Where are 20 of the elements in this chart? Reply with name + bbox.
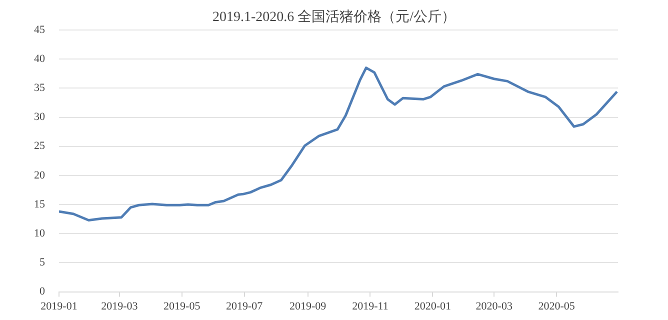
x-tick-label: 2019-07 [226, 300, 264, 312]
x-tick-label: 2019-03 [101, 300, 138, 312]
x-tick-label: 2020-05 [538, 300, 576, 312]
y-tick-label: 30 [34, 111, 46, 124]
y-tick-label: 40 [34, 52, 46, 65]
y-tick-label: 5 [40, 256, 46, 269]
x-tick-label: 2019-05 [164, 300, 201, 312]
x-tick-label: 2020-03 [476, 300, 513, 312]
chart-title: 2019.1-2020.6 全国活猪价格（元/公斤） [212, 10, 456, 25]
y-tick-label: 25 [34, 140, 46, 152]
y-tick-label: 15 [34, 198, 46, 210]
x-tick-label: 2020-01 [414, 300, 452, 312]
y-tick-label: 20 [34, 169, 46, 182]
y-tick-label: 10 [34, 228, 46, 240]
y-tick-label: 45 [34, 24, 46, 36]
x-tick-label: 2019-09 [289, 300, 327, 312]
x-tick-label: 2019-11 [352, 300, 388, 312]
y-tick-label: 0 [40, 286, 46, 298]
y-tick-label: 35 [34, 82, 46, 94]
x-tick-label: 2019-01 [40, 300, 78, 312]
